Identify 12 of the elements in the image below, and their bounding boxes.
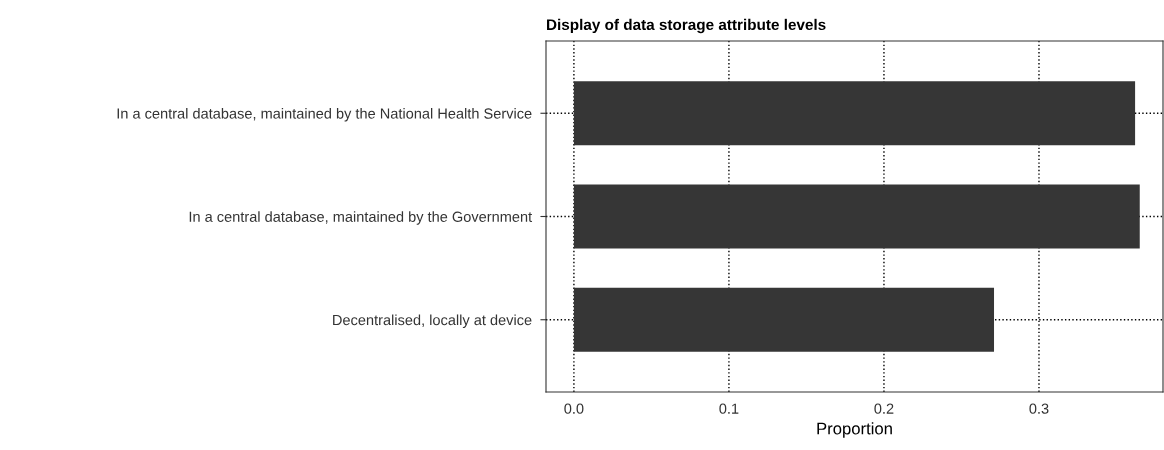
x-tick-label: 0.2 <box>874 403 894 414</box>
y-tick-label: In a central database, maintained by the National Health Service <box>117 107 532 122</box>
x-tick-label: 0.3 <box>1029 403 1049 414</box>
chart-title: Display of data storage attribute levels <box>547 18 826 34</box>
bar <box>573 287 995 352</box>
x-tick-label: 0.0 <box>564 403 584 414</box>
y-tick-label: Decentralised, locally at device <box>333 314 532 329</box>
x-axis-title: Proportion <box>817 422 892 438</box>
y-tick-label: In a central database, maintained by the Government <box>189 211 533 225</box>
bar <box>573 184 1140 249</box>
bar <box>573 81 1136 146</box>
x-tick-label: 0.1 <box>719 403 739 414</box>
